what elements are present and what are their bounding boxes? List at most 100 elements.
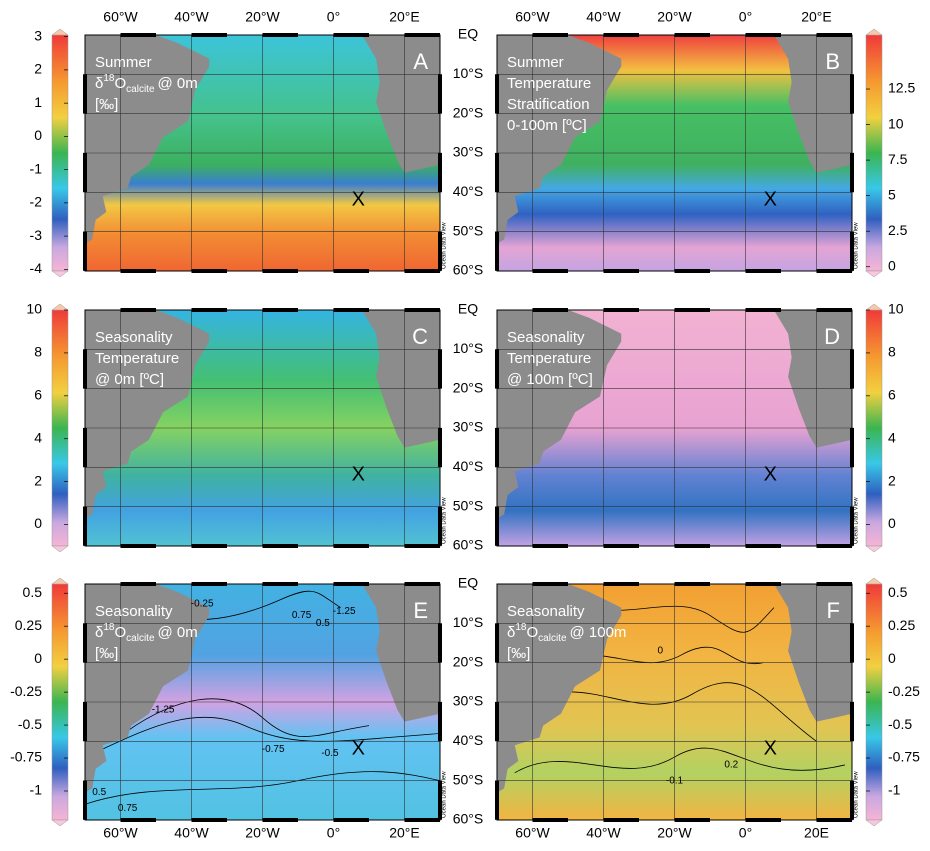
lat-label: 60°S [453,811,484,827]
colorbar-tip [866,271,882,277]
colorbar-label: 10 [26,301,42,317]
colorbar-label: 0 [888,257,896,273]
panel-title: Temperature [95,350,179,367]
colorbar-label: 10 [888,301,904,317]
contour-label: -0.75 [262,744,285,755]
panel-title: Seasonality [507,329,585,346]
lon-label: 20°W [245,9,280,25]
contour-label: -0.1 [666,775,684,786]
title-sub: calcite [126,633,155,644]
colorbar-label: 0 [888,650,896,666]
panel-title: [‰] [95,645,118,662]
colorbar-label: 7.5 [888,151,908,167]
panel-title: @ 100m [ºC] [507,371,593,388]
lat-label: EQ [458,301,478,317]
contour-label: 0.5 [316,618,330,629]
colorbar-label: -0.25 [10,683,42,699]
contour-label: 0.2 [724,760,738,771]
title-part: δ [95,75,103,92]
lon-label: 0° [327,9,340,25]
colorbar-tip [866,578,882,584]
colorbar-tip [866,304,882,310]
lon-label: 0° [327,825,340,841]
colorbar [52,35,68,271]
lat-label: 50°S [453,771,484,787]
lon-label: 20°E [801,9,832,25]
title-part: @ 100m [570,624,627,641]
contour-label: -0.5 [321,748,339,759]
colorbar-label: 1 [34,94,42,110]
lat-label: 60°S [453,537,484,553]
map-panel: Summerδ18Ocalcite@ 0m[‰]AXOcean Data Vie… [85,35,448,271]
colorbar-label: 6 [34,387,42,403]
map-panel: SummerTemperatureStratification0-100m [º… [497,35,860,271]
contour-label: 0.5 [92,787,106,798]
panel-letter: F [827,598,840,623]
contour-label: 0 [658,646,664,657]
lat-label: 20°S [453,379,484,395]
colorbar-label: 0.5 [888,584,908,600]
watermark: Ocean Data View [854,222,860,269]
title-part: O [526,624,538,641]
watermark: Ocean Data View [442,497,448,544]
title-part: @ 0m [158,624,198,641]
lat-label: 20°S [453,104,484,120]
lon-label: 20°E [389,825,420,841]
colorbar-label: -0.25 [888,683,920,699]
watermark: Ocean Data View [442,771,448,818]
lat-label: 30°S [453,144,484,160]
lon-label: 20E [804,825,829,841]
site-marker: X [352,463,365,485]
site-marker: X [764,737,777,759]
title-sub: calcite [126,84,155,95]
watermark: Ocean Data View [854,771,860,818]
colorbar-label: 5 [888,186,896,202]
colorbar [52,584,68,820]
colorbar-label: -1 [30,782,43,798]
panel-title: Summer [95,54,152,71]
lon-label: 20°W [657,9,692,25]
colorbar [866,310,882,546]
colorbar-tip [52,820,68,826]
panel-letter: C [412,324,428,349]
lat-label: 60°S [453,262,484,278]
colorbar-label: -3 [30,227,43,243]
lat-label: 30°S [453,693,484,709]
colorbar-label: 8 [888,344,896,360]
contour-label: -0.25 [191,598,214,609]
panel-title: Seasonality [95,603,173,620]
title-part: δ [507,624,515,641]
colorbar-label: -1 [888,782,901,798]
lon-label: 60°W [515,9,550,25]
lon-label: 20°W [245,825,280,841]
title-sup: 18 [103,73,115,84]
colorbar [866,35,882,271]
colorbar-tip [866,546,882,552]
panel-title: [‰] [507,645,530,662]
title-sup: 18 [515,622,527,633]
lon-label: 60°W [103,9,138,25]
lat-label: 40°S [453,458,484,474]
colorbar-tip [52,546,68,552]
colorbar-label: 6 [888,387,896,403]
lat-label: 40°S [453,732,484,748]
colorbar-tip [52,304,68,310]
colorbar-label: -0.5 [888,716,912,732]
colorbar-label: 10 [888,115,904,131]
panel-title: Temperature [507,75,591,92]
lat-label: 10°S [453,65,484,81]
colorbar-label: 0 [34,650,42,666]
lon-label: 40°W [174,825,209,841]
watermark: Ocean Data View [854,497,860,544]
colorbar-tip [52,271,68,277]
colorbar-tip [52,578,68,584]
colorbar-tip [866,29,882,35]
title-part: δ [95,624,103,641]
lat-label: 40°S [453,183,484,199]
lat-label: 30°S [453,419,484,435]
panel-title: Stratification [507,96,590,113]
lon-label: 0° [739,9,752,25]
colorbar-label: 12.5 [888,80,915,96]
colorbar-label: -1 [30,160,43,176]
